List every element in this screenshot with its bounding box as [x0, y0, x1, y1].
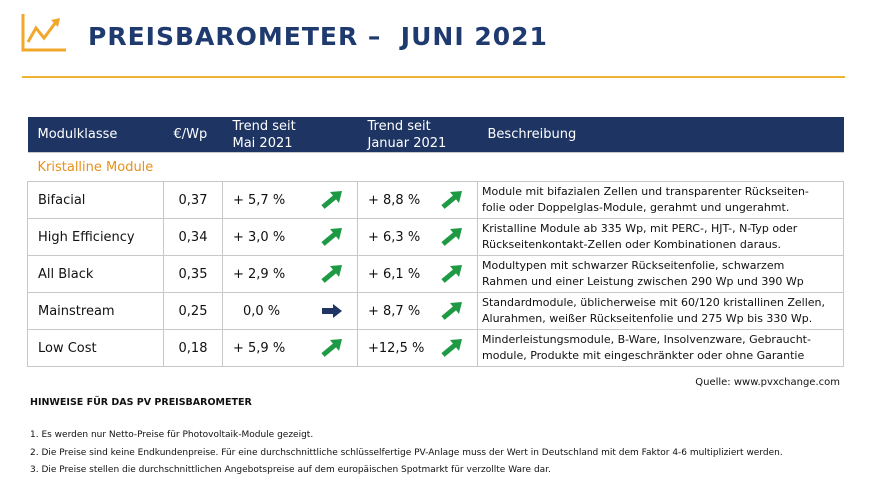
- trend-month: + 5,7 %: [222, 181, 358, 219]
- trend-year: + 6,1 %: [357, 255, 478, 293]
- title: PREISBAROMETER – JUNI 2021: [88, 22, 548, 51]
- note: 2. Die Preise sind keine Endkundenpreise…: [30, 447, 783, 458]
- description: Module mit bifazialen Zellen und transpa…: [477, 181, 844, 219]
- trend-value: +12,5 %: [368, 340, 425, 356]
- trend-arrow: [441, 302, 462, 320]
- trend-value: + 3,0 %: [233, 229, 286, 245]
- price: 0,34: [163, 218, 223, 256]
- trend-value: + 6,3 %: [368, 229, 421, 245]
- trend-cell: + 6,1 %: [368, 265, 477, 283]
- trend-cell: + 2,9 %: [233, 265, 357, 283]
- price: 0,37: [163, 181, 223, 219]
- trend-year: + 8,8 %: [357, 181, 478, 219]
- price: 0,18: [163, 329, 223, 367]
- trend-year: + 8,7 %: [357, 292, 478, 330]
- trend-value: + 8,7 %: [368, 303, 421, 319]
- trend-value: + 8,8 %: [368, 192, 421, 208]
- trend-arrow: [441, 191, 462, 209]
- trend-cell: + 5,9 %: [233, 339, 357, 357]
- table-row: Low Cost 0,18 + 5,9 % +12,5 % Minderleistung…: [27, 329, 844, 367]
- trend-value: + 5,9 %: [233, 340, 286, 356]
- module-class: All Black: [27, 255, 164, 293]
- column-header: Modulklasse: [27, 117, 164, 153]
- price: 0,25: [163, 292, 223, 330]
- module-class: Bifacial: [27, 181, 164, 219]
- trend-month: + 3,0 %: [222, 218, 358, 256]
- trend-arrow: [321, 228, 342, 246]
- table-row: Bifacial 0,37 + 5,7 % + 8,8 % Module mit bif…: [27, 181, 844, 219]
- trend-arrow: [441, 265, 462, 283]
- module-class: Low Cost: [27, 329, 164, 367]
- trend-cell: 0,0 %: [233, 304, 357, 319]
- column-header: Trend seit Mai 2021: [222, 117, 358, 153]
- logo: [21, 14, 66, 52]
- description: Modultypen mit schwarzer Rückseitenfolie…: [477, 255, 844, 293]
- trend-value: 0,0 %: [243, 303, 281, 319]
- trend-year: + 6,3 %: [357, 218, 478, 256]
- trend-cell: + 3,0 %: [233, 228, 357, 246]
- trend-arrow: [441, 228, 462, 246]
- trend-value: + 2,9 %: [233, 266, 286, 282]
- table-row: Mainstream 0,25 0,0 % + 8,7 % Standardmodule…: [27, 292, 844, 330]
- trend-cell: +12,5 %: [368, 339, 477, 357]
- section-label: Kristalline Module: [27, 152, 844, 182]
- column-header: €/Wp: [163, 117, 223, 153]
- trend-cell: + 6,3 %: [368, 228, 477, 246]
- trend-arrow: [441, 339, 462, 357]
- trend-year: +12,5 %: [357, 329, 478, 367]
- trend-arrow: [321, 339, 342, 357]
- module-class: High Efficiency: [27, 218, 164, 256]
- source: Quelle: www.pvxchange.com: [695, 377, 840, 388]
- header-row: Modulklasse €/Wp Trend seit Mai 2021 Trend …: [27, 117, 844, 153]
- trend-cell: + 8,8 %: [368, 191, 477, 209]
- price: 0,35: [163, 255, 223, 293]
- trend-month: 0,0 %: [222, 292, 358, 330]
- trend-arrow: [321, 191, 342, 209]
- notes-title: HINWEISE FÜR DAS PV PREISBAROMETER: [30, 397, 252, 408]
- column-header: Trend seit Januar 2021: [357, 117, 478, 153]
- table-row: High Efficiency 0,34 + 3,0 % + 6,3 % Kristal…: [27, 218, 844, 256]
- column-header: Beschreibung: [477, 117, 844, 153]
- description: Standardmodule, üblicherweise mit 60/120…: [477, 292, 844, 330]
- note: 3. Die Preise stellen die durchschnittli…: [30, 465, 551, 475]
- trend-value: + 6,1 %: [368, 266, 421, 282]
- table-body: Kristalline Module Bifacial 0,37 + 5,7 % + …: [27, 152, 844, 367]
- note: 1. Es werden nur Netto-Preise für Photov…: [30, 430, 314, 440]
- trend-cell: + 5,7 %: [233, 191, 357, 209]
- trend-month: + 5,9 %: [222, 329, 358, 367]
- trend-arrow: [321, 265, 342, 283]
- trend-month: + 2,9 %: [222, 255, 358, 293]
- trend-arrow: [322, 304, 342, 318]
- table-row: All Black 0,35 + 2,9 % + 6,1 % Modultypen mi…: [27, 255, 844, 293]
- module-class: Mainstream: [27, 292, 164, 330]
- trend-value: + 5,7 %: [233, 192, 286, 208]
- description: Minderleistungsmodule, B-Ware, Insolvenz…: [477, 329, 844, 367]
- divider: [22, 76, 845, 78]
- trend-cell: + 8,7 %: [368, 302, 477, 320]
- price-table: Modulklasse €/Wp Trend seit Mai 2021 Trend …: [27, 117, 844, 367]
- description: Kristalline Module ab 335 Wp, mit PERC-,…: [477, 218, 844, 256]
